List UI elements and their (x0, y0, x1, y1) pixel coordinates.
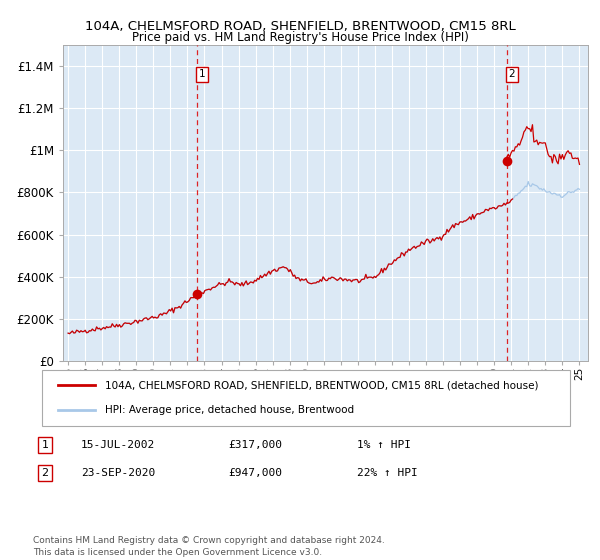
FancyBboxPatch shape (42, 370, 570, 426)
Text: 104A, CHELMSFORD ROAD, SHENFIELD, BRENTWOOD, CM15 8RL (detached house): 104A, CHELMSFORD ROAD, SHENFIELD, BRENTW… (106, 380, 539, 390)
Text: Price paid vs. HM Land Registry's House Price Index (HPI): Price paid vs. HM Land Registry's House … (131, 31, 469, 44)
Text: 1% ↑ HPI: 1% ↑ HPI (357, 440, 411, 450)
Text: 1: 1 (41, 440, 49, 450)
Text: 104A, CHELMSFORD ROAD, SHENFIELD, BRENTWOOD, CM15 8RL: 104A, CHELMSFORD ROAD, SHENFIELD, BRENTW… (85, 20, 515, 32)
Text: 23-SEP-2020: 23-SEP-2020 (81, 468, 155, 478)
Text: Contains HM Land Registry data © Crown copyright and database right 2024.
This d: Contains HM Land Registry data © Crown c… (33, 536, 385, 557)
Text: 15-JUL-2002: 15-JUL-2002 (81, 440, 155, 450)
Text: £317,000: £317,000 (228, 440, 282, 450)
Text: £947,000: £947,000 (228, 468, 282, 478)
Text: 1: 1 (199, 69, 205, 80)
Text: 2: 2 (509, 69, 515, 80)
Text: 22% ↑ HPI: 22% ↑ HPI (357, 468, 418, 478)
Text: HPI: Average price, detached house, Brentwood: HPI: Average price, detached house, Bren… (106, 405, 355, 415)
Text: 2: 2 (41, 468, 49, 478)
